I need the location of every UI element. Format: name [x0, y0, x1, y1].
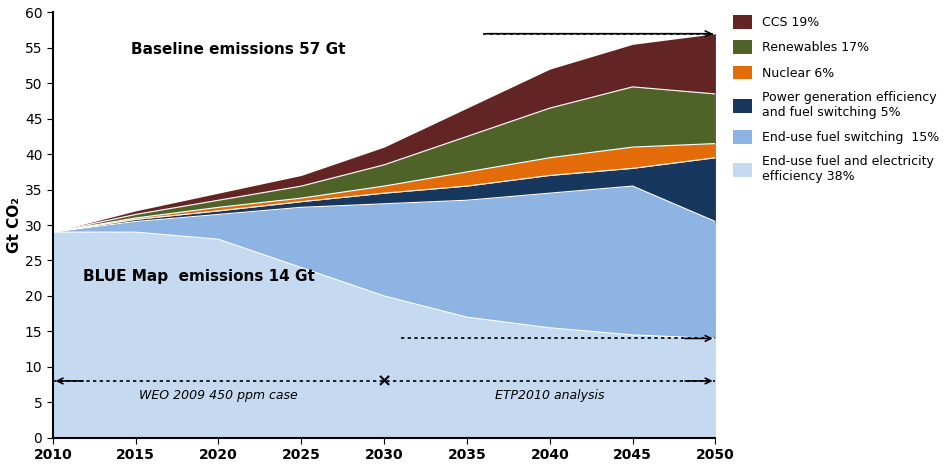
Text: ×: ×	[377, 372, 391, 390]
Text: ETP2010 analysis: ETP2010 analysis	[495, 389, 605, 402]
Text: WEO 2009 450 ppm case: WEO 2009 450 ppm case	[139, 389, 298, 402]
Text: Baseline emissions 57 Gt: Baseline emissions 57 Gt	[131, 42, 346, 57]
Legend: CCS 19%, Renewables 17%, Nuclear 6%, Power generation efficiency
and fuel switch: CCS 19%, Renewables 17%, Nuclear 6%, Pow…	[728, 10, 944, 189]
Y-axis label: Gt CO₂: Gt CO₂	[7, 197, 22, 253]
Text: BLUE Map  emissions 14 Gt: BLUE Map emissions 14 Gt	[83, 269, 314, 284]
